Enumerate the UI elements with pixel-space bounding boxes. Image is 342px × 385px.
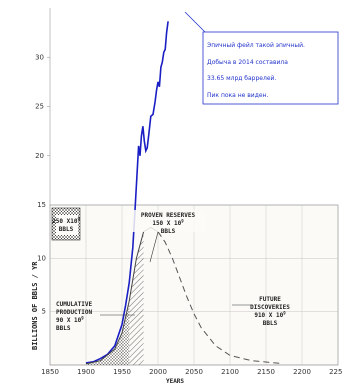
proven-label-bg bbox=[126, 210, 206, 232]
callout-line-4: Пик пока не виден. bbox=[207, 92, 268, 99]
y-tick-label: 25 bbox=[35, 103, 44, 111]
y-tick-label: 30 bbox=[35, 53, 44, 61]
cumulative-label-line: CUMULATIVE bbox=[56, 301, 93, 308]
series-line-solid-blue bbox=[85, 21, 169, 364]
cumulative-label-line: BBLS bbox=[56, 325, 71, 332]
proven-reserves-label-line: 150 X 109 bbox=[152, 219, 184, 228]
future-label-line: DISCOVERIES bbox=[250, 304, 290, 311]
proven-reserves-label-line: BBLS bbox=[161, 228, 176, 235]
callout-line-2: Добыча в 2014 составила bbox=[207, 59, 288, 66]
future-label-line: FUTURE bbox=[259, 296, 281, 303]
y-tick-label: 15 bbox=[37, 201, 46, 209]
box-label-bg bbox=[56, 215, 78, 235]
future-label-line: 910 X 109 bbox=[254, 311, 286, 320]
y-tick-label: 20 bbox=[35, 152, 44, 160]
x-tick-label: 1900 bbox=[77, 368, 95, 376]
callout-line-1: Эпичный фейл такой эпичный. bbox=[207, 42, 305, 49]
y-axis-label: BILLIONS OF BBLS / YR bbox=[31, 261, 39, 350]
axis-ticks: 1850 1900 1950 2000 2050 2100 2150 2200 2250 5 10 1… bbox=[35, 53, 342, 376]
box-label-line: BBLS bbox=[59, 226, 74, 233]
x-tick-label: 2200 bbox=[293, 368, 311, 376]
x-tick-label: 2250 bbox=[329, 368, 342, 376]
x-tick-label: 2150 bbox=[257, 368, 275, 376]
cumulative-label-line: PRODUCTION bbox=[56, 309, 93, 316]
x-tick-label: 2000 bbox=[149, 368, 167, 376]
proven-reserves-area bbox=[129, 231, 144, 365]
cumulative-production-area bbox=[86, 301, 130, 365]
lower-grid bbox=[49, 204, 339, 365]
callout: Эпичный фейл такой эпичный. Добыча в 201… bbox=[184, 11, 339, 105]
x-axis-label: YEARS bbox=[166, 378, 184, 385]
series-line-hubbert-dashed bbox=[157, 231, 281, 364]
y-tick-label: 5 bbox=[42, 308, 46, 316]
cumulative-label-line: 90 X 109 bbox=[56, 316, 84, 325]
y-tick-label: 10 bbox=[37, 254, 46, 262]
x-tick-label: 1850 bbox=[41, 368, 59, 376]
callout-pointer bbox=[184, 11, 206, 104]
box-label-line: 250 X109 bbox=[52, 217, 80, 226]
proven-reserves-label-line: PROVEN RESERVES bbox=[141, 212, 196, 219]
x-tick-label: 2050 bbox=[185, 368, 203, 376]
future-label-line: BBLS bbox=[263, 320, 278, 327]
x-tick-label: 2100 bbox=[221, 368, 239, 376]
x-tick-label: 1950 bbox=[113, 368, 131, 376]
proven-pointer bbox=[149, 231, 159, 263]
callout-line-3: 33.65 млрд баррелей. bbox=[207, 75, 276, 82]
callout-box bbox=[202, 31, 339, 105]
